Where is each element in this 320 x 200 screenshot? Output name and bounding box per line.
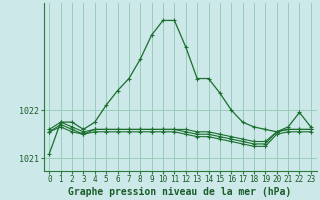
X-axis label: Graphe pression niveau de la mer (hPa): Graphe pression niveau de la mer (hPa) xyxy=(68,186,292,197)
